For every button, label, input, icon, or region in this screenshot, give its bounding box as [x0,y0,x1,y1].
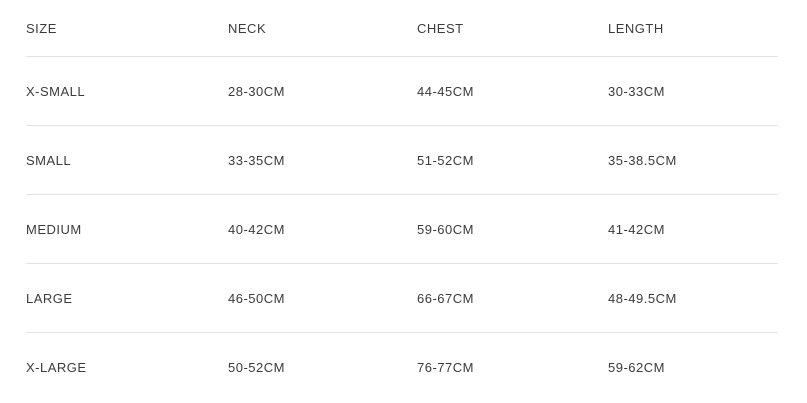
column-header-size: SIZE [26,20,57,36]
table-row: LARGE 46-50CM 66-67CM 48-49.5CM [26,264,778,333]
cell-neck: 28-30CM [228,83,285,99]
cell-chest: 51-52CM [417,152,474,168]
cell-size: SMALL [26,152,72,168]
cell-length: 48-49.5CM [608,290,677,306]
cell-size: MEDIUM [26,221,82,237]
table-row: X-LARGE 50-52CM 76-77CM 59-62CM [26,333,778,402]
cell-chest: 76-77CM [417,360,474,375]
cell-chest: 59-60CM [417,221,474,237]
cell-chest: 66-67CM [417,290,474,306]
column-header-chest: CHEST [417,20,464,36]
column-header-length: LENGTH [608,20,664,36]
cell-size: LARGE [26,290,73,306]
cell-neck: 50-52CM [228,360,285,375]
cell-size: X-LARGE [26,360,87,375]
table-row: MEDIUM 40-42CM 59-60CM 41-42CM [26,195,778,264]
column-header-neck: NECK [228,20,267,36]
cell-length: 30-33CM [608,83,665,99]
table-body: X-SMALL 28-30CM 44-45CM 30-33CM SMALL 33… [26,57,778,402]
cell-chest: 44-45CM [417,83,474,99]
cell-neck: 33-35CM [228,152,285,168]
cell-size: X-SMALL [26,83,86,99]
cell-neck: 46-50CM [228,290,285,306]
table-row: X-SMALL 28-30CM 44-45CM 30-33CM [26,57,778,126]
table-header-row: SIZE NECK CHEST LENGTH [26,0,778,57]
size-chart-table: SIZE NECK CHEST LENGTH X-SMALL 28-30CM 4… [26,0,778,402]
table-row: SMALL 33-35CM 51-52CM 35-38.5CM [26,126,778,195]
cell-length: 35-38.5CM [608,152,677,168]
cell-length: 41-42CM [608,221,665,237]
cell-length: 59-62CM [608,360,665,375]
cell-neck: 40-42CM [228,221,285,237]
